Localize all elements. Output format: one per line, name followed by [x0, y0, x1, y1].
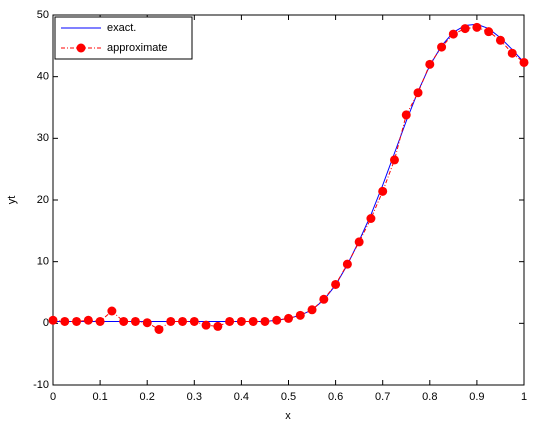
point	[272, 315, 282, 325]
legend-label: approximate	[107, 42, 168, 54]
x-tick-label: 0	[50, 391, 56, 403]
point	[331, 279, 341, 289]
point	[178, 316, 188, 326]
point	[413, 88, 423, 98]
point	[48, 315, 58, 325]
x-tick-label: 0.5	[281, 391, 296, 403]
y-tick-label: 0	[43, 317, 49, 329]
point	[142, 318, 152, 328]
point	[154, 325, 164, 334]
point	[225, 316, 235, 326]
point	[425, 59, 435, 69]
point	[189, 316, 199, 326]
x-tick-label: 0.6	[328, 391, 343, 403]
point	[307, 305, 317, 315]
y-axis-label: yt	[6, 196, 18, 205]
x-axis-label: x	[285, 410, 291, 422]
point	[472, 22, 482, 32]
point	[319, 294, 329, 304]
point	[83, 315, 93, 325]
point	[342, 259, 352, 269]
point	[366, 214, 376, 223]
point	[248, 316, 258, 326]
y-tick-label: 50	[37, 9, 49, 21]
point	[295, 310, 305, 320]
point	[284, 313, 293, 323]
point	[495, 35, 505, 45]
point	[448, 29, 458, 39]
point	[201, 320, 211, 330]
y-tick-label: 10	[37, 256, 49, 268]
x-tick-label: 0.7	[375, 391, 390, 403]
point	[130, 316, 140, 326]
point	[519, 57, 529, 67]
point	[507, 48, 517, 58]
y-tick-label: 30	[37, 132, 49, 144]
y-tick-label: -10	[33, 379, 49, 391]
x-tick-label: 0.9	[469, 391, 484, 403]
point	[72, 316, 82, 326]
legend-marker	[76, 43, 86, 53]
point	[60, 316, 70, 326]
point	[236, 316, 246, 326]
point	[437, 42, 447, 52]
point	[460, 24, 470, 34]
x-tick-label: 0.3	[187, 391, 202, 403]
point	[107, 306, 117, 316]
point	[354, 237, 364, 247]
point	[260, 316, 270, 326]
point	[401, 110, 411, 120]
point	[389, 155, 399, 165]
point	[213, 321, 223, 331]
x-tick-label: 0.2	[140, 391, 155, 403]
point	[166, 316, 176, 326]
x-tick-label: 0.4	[234, 391, 249, 403]
x-tick-label: 0.1	[92, 391, 107, 403]
point	[119, 316, 129, 326]
y-tick-label: 20	[37, 194, 49, 206]
point	[484, 27, 494, 37]
y-tick-label: 40	[37, 71, 49, 83]
legend-label: exact.	[107, 22, 136, 34]
legend-box	[54, 16, 193, 60]
x-tick-label: 0.8	[422, 391, 437, 403]
point	[378, 186, 388, 196]
plot-area	[52, 14, 525, 386]
point	[95, 316, 105, 326]
x-tick-label: 1	[521, 391, 527, 403]
